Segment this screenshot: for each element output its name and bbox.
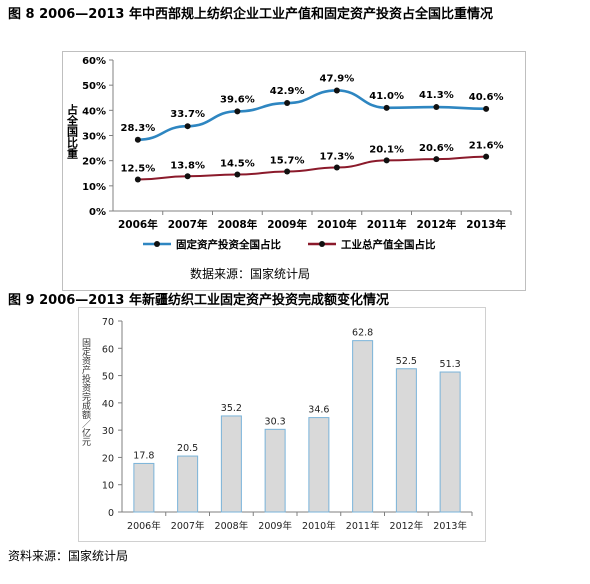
bar-5 xyxy=(352,340,374,513)
data-point xyxy=(383,104,390,111)
x-tick-label: 2010年 xyxy=(317,218,357,231)
x-tick-label: 2006年 xyxy=(127,520,161,532)
series-line-1 xyxy=(137,155,487,181)
y-tick-label: 20% xyxy=(82,157,106,168)
y-tick-label: 10% xyxy=(82,182,106,193)
y-axis-label: 固定资产投资完成额／亿元 xyxy=(80,338,91,447)
y-tick-label: 10 xyxy=(102,481,114,492)
bar-0 xyxy=(133,462,155,513)
x-tick-label: 2011年 xyxy=(346,520,380,532)
bar-value-label: 35.2 xyxy=(221,403,242,414)
bar-value-label: 52.5 xyxy=(396,356,417,367)
data-point xyxy=(234,171,241,178)
data-point xyxy=(483,105,490,112)
data-point xyxy=(284,100,291,107)
data-label: 13.8% xyxy=(170,160,205,171)
x-tick-label: 2009年 xyxy=(267,218,307,231)
data-label: 15.7% xyxy=(270,155,305,166)
x-tick-label: 2008年 xyxy=(218,218,258,231)
x-tick-label: 2007年 xyxy=(171,520,205,532)
data-label: 41.3% xyxy=(419,90,454,101)
y-tick-label: 40% xyxy=(82,106,106,117)
data-label: 47.9% xyxy=(320,73,355,84)
x-tick-label: 2006年 xyxy=(118,218,158,231)
y-tick-label: 60% xyxy=(82,56,106,67)
x-tick-label: 2009年 xyxy=(258,520,292,532)
bar-1 xyxy=(177,455,199,513)
chart-9-frame: 0 10 20 30 40 50 60 70 固定资产投资完成额／亿元 17.8 2006年 20.5… xyxy=(78,307,486,542)
x-tick-label: 2007年 xyxy=(168,218,208,231)
bar-value-label: 62.8 xyxy=(352,328,373,339)
x-tick-label: 2013年 xyxy=(466,218,506,231)
chart-8-frame: 0% 10% 20% 30% 40% 50% 60% 占全国比重 2006年 2007年 2008年… xyxy=(62,51,526,291)
bar-value-label: 17.8 xyxy=(133,450,154,461)
data-label: 17.3% xyxy=(320,151,355,162)
bar-2 xyxy=(220,415,242,513)
data-label: 20.6% xyxy=(419,143,454,154)
chart-8-line-chart: 0% 10% 20% 30% 40% 50% 60% 占全国比重 2006年 2007年 2008年… xyxy=(66,56,512,251)
x-tick-label: 2011年 xyxy=(367,218,407,231)
data-label: 40.6% xyxy=(469,92,504,103)
chart-9-bar-chart: 0 10 20 30 40 50 60 70 固定资产投资完成额／亿元 17.8 2006年 20.5… xyxy=(80,317,473,532)
y-tick-label: 60 xyxy=(102,344,114,355)
data-label: 20.1% xyxy=(369,144,404,155)
data-point xyxy=(483,153,490,160)
y-tick-label: 70 xyxy=(102,317,114,328)
x-tick-label: 2012年 xyxy=(390,520,424,532)
figure-9-title: 图 9 2006—2013 年新疆纺织工业固定资产投资完成额变化情况 xyxy=(8,293,389,308)
data-point xyxy=(184,173,191,180)
y-tick-label: 30 xyxy=(102,426,114,437)
data-label: 41.0% xyxy=(369,91,404,102)
data-point xyxy=(134,136,141,143)
data-label: 14.5% xyxy=(220,159,255,170)
data-label: 42.9% xyxy=(270,86,305,97)
y-tick-label: 20 xyxy=(102,453,114,464)
data-point xyxy=(134,176,141,183)
data-point xyxy=(433,104,440,111)
data-label: 33.7% xyxy=(170,109,205,120)
data-label: 39.6% xyxy=(220,94,255,105)
x-tick-label: 2013年 xyxy=(433,520,467,532)
data-label: 28.3% xyxy=(121,123,156,134)
x-tick-label: 2012年 xyxy=(417,218,457,231)
data-point xyxy=(234,108,241,115)
legend-label: 工业总产值全国占比 xyxy=(341,238,436,251)
y-tick-label: 0% xyxy=(89,207,106,218)
y-tick-label: 50% xyxy=(82,81,106,92)
bar-value-label: 34.6 xyxy=(308,405,329,416)
y-tick-label: 30% xyxy=(82,132,106,143)
bar-value-label: 20.5 xyxy=(177,443,198,454)
data-point xyxy=(184,123,191,130)
data-point xyxy=(383,157,390,164)
data-point xyxy=(284,168,291,175)
bar-6 xyxy=(395,368,417,513)
legend-marker xyxy=(319,241,325,247)
data-label: 21.6% xyxy=(469,141,504,152)
figure-9-source: 资料来源：国家统计局 xyxy=(8,549,129,563)
y-tick-label: 0 xyxy=(108,508,114,519)
y-tick-label: 40 xyxy=(102,399,114,410)
legend-label: 固定资产投资全国占比 xyxy=(176,238,281,251)
y-axis-label: 占全国比重 xyxy=(66,103,80,159)
data-point xyxy=(333,87,340,94)
series-line-0 xyxy=(137,89,487,142)
bar-3 xyxy=(264,428,286,513)
data-point xyxy=(433,156,440,163)
x-tick-label: 2010年 xyxy=(302,520,336,532)
data-label: 12.5% xyxy=(121,164,156,175)
legend-marker xyxy=(154,241,160,247)
data-point xyxy=(333,164,340,171)
bar-value-label: 51.3 xyxy=(440,359,461,370)
figure-8-title: 图 8 2006—2013 年中西部规上纺织企业工业产值和固定资产投资占全国比重… xyxy=(8,7,493,22)
x-tick-label: 2008年 xyxy=(215,520,249,532)
bar-4 xyxy=(308,417,330,513)
y-tick-label: 50 xyxy=(102,372,114,383)
figure-8-source: 数据来源：国家统计局 xyxy=(190,267,311,281)
bar-7 xyxy=(439,371,461,513)
bar-value-label: 30.3 xyxy=(265,416,286,427)
